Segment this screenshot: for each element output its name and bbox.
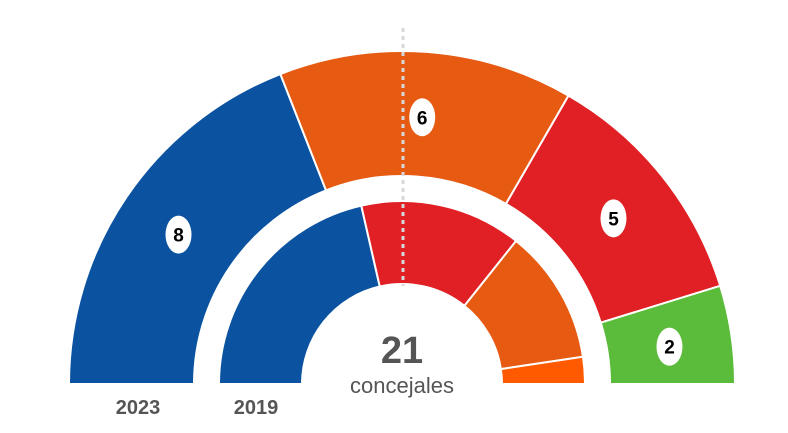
year-label-inner: 2019 (234, 397, 279, 419)
seat-segment-2023-0 (67, 72, 328, 385)
seat-label-2023-1: 6 (417, 108, 428, 129)
seat-label-bubble-2023-1 (409, 98, 436, 137)
seat-segment-2019-3 (499, 355, 587, 385)
seat-label-2023-3: 2 (664, 338, 675, 359)
seat-label-bubble-2023-2 (600, 199, 627, 238)
seat-label-2023-2: 5 (608, 209, 619, 230)
seat-segment-2019-0 (217, 204, 381, 385)
seat-label-bubble-2023-3 (656, 327, 683, 366)
total-seats: 21 (381, 330, 423, 372)
year-label-outer: 2023 (116, 397, 161, 419)
seat-label-2023-0: 8 (173, 226, 184, 247)
seat-label-bubble-2023-0 (165, 215, 192, 254)
total-seats-label: concejales (350, 373, 454, 398)
